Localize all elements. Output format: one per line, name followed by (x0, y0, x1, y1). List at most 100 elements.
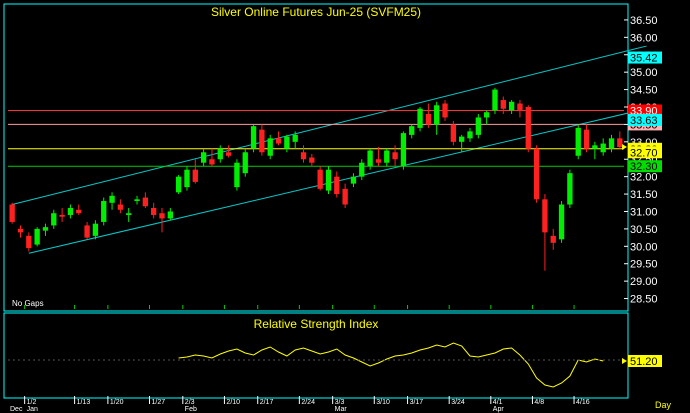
price-tag: 32.70 (630, 147, 658, 159)
candle-body (234, 162, 240, 188)
candle-body (225, 152, 232, 156)
last-price-marker (622, 144, 627, 151)
price-grid (24, 305, 575, 309)
candle-body (375, 159, 382, 163)
candle-body (475, 117, 481, 135)
date-label: 1/2 (27, 399, 37, 406)
candle-body (76, 209, 82, 214)
candle-body (608, 138, 615, 149)
candle-body (67, 208, 74, 215)
candle-body (483, 112, 490, 118)
price-tick-label: 34.50 (630, 85, 658, 97)
candle-body (467, 131, 473, 139)
candle-body (151, 208, 157, 215)
price-tick-label: 36.00 (630, 32, 658, 44)
candle-body (459, 136, 465, 142)
candle-body (117, 204, 124, 210)
rsi-marker (622, 358, 627, 364)
price-tick-label: 36.50 (630, 15, 658, 27)
date-label: 2/10 (226, 399, 240, 406)
price-tag: 33.63 (630, 115, 658, 127)
candle-body (101, 201, 107, 222)
candlesticks (9, 87, 623, 271)
price-tick-label: 28.50 (630, 294, 658, 306)
price-tick-label: 31.00 (630, 206, 658, 218)
candle-body (250, 126, 257, 149)
candle-body (167, 211, 173, 219)
candle-body (342, 188, 348, 205)
date-label: 4/8 (534, 399, 544, 406)
chart-title: Silver Online Futures Jun-25 (SVFM25) (211, 5, 421, 19)
level-label-bg (628, 104, 662, 117)
candle-body (34, 228, 40, 245)
candle-body (292, 134, 298, 142)
candle-body (592, 145, 598, 149)
candle-body (409, 126, 415, 135)
level-label-bg (628, 160, 662, 173)
candle-body (508, 101, 515, 111)
rsi-panel (3, 312, 629, 399)
rsi-title: Relative Strength Index (254, 317, 379, 331)
candle-body (284, 136, 290, 149)
candle-body (517, 103, 523, 111)
candle-body (400, 133, 407, 167)
no-gaps-note: No Gaps (12, 299, 44, 308)
price-tick-label: 31.50 (630, 189, 658, 201)
price-panel (3, 3, 629, 312)
date-label: 2/17 (260, 399, 274, 406)
price-axis: 28.50 29.00 29.50 30.00 30.50 31.00 31.50 32.00… (624, 15, 658, 306)
candle-body (425, 113, 432, 125)
candle-body (242, 152, 248, 174)
candle-body (9, 204, 15, 222)
month-label: Feb (185, 406, 197, 413)
candle-body (51, 213, 57, 226)
candle-body (26, 235, 32, 249)
rsi-series (178, 342, 604, 388)
candle-body (434, 105, 440, 125)
month-label: Jan (27, 406, 38, 413)
candle-body (392, 152, 398, 160)
candle-body (309, 157, 315, 163)
rsi-value-tag-bg (628, 355, 662, 367)
candle-body (175, 176, 182, 193)
candle-body (317, 169, 323, 189)
candle-body (525, 107, 531, 149)
date-label: 1/27 (152, 399, 166, 406)
candle-body (350, 176, 357, 184)
candle-body (142, 197, 149, 207)
candle-body (450, 124, 457, 142)
candle-body (267, 138, 273, 156)
month-label: Apr (493, 406, 505, 413)
candle-body (617, 138, 623, 148)
candle-body (500, 100, 506, 109)
candle-body (533, 148, 540, 200)
candle-body (359, 162, 365, 177)
date-label: 3/17 (410, 399, 424, 406)
date-label: 1/20 (110, 399, 124, 406)
date-label: 3/3 (335, 399, 345, 406)
candle-body (192, 169, 198, 182)
price-tick-label: 29.50 (630, 259, 658, 271)
candle-body (550, 235, 556, 243)
candle-body (558, 204, 565, 240)
candle-body (583, 129, 590, 149)
candle-body (126, 213, 132, 215)
rsi-line: 51.20 (8, 342, 662, 388)
candle-body (259, 129, 265, 153)
candle-body (159, 213, 165, 219)
date-label: 4/16 (576, 399, 590, 406)
candle-body (109, 195, 115, 203)
price-tag-bg (628, 146, 662, 159)
candle-body (217, 148, 223, 160)
date-label: 4/1 (493, 399, 503, 406)
candle-body (334, 176, 340, 195)
price-tick-label: 32.00 (630, 172, 658, 184)
price-tick-label: 30.00 (630, 241, 658, 253)
date-label: 2/3 (185, 399, 195, 406)
candle-body (367, 150, 373, 167)
month-label: Dec (10, 406, 23, 413)
candle-body (542, 199, 548, 233)
timeframe-label: Day (655, 400, 672, 410)
candle-body (567, 173, 573, 205)
